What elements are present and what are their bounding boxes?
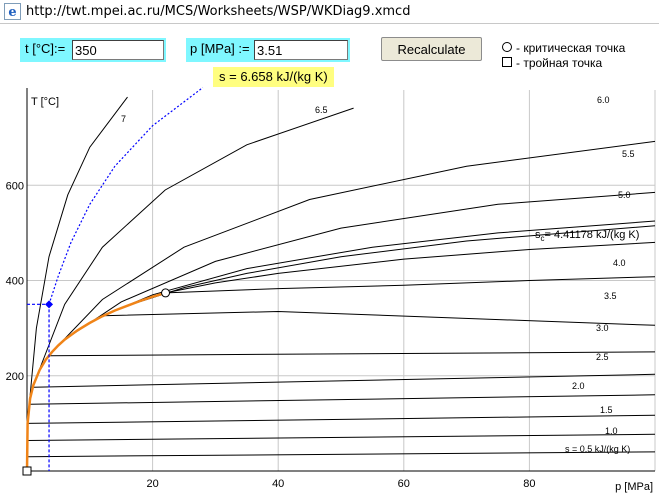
x-tick-label: 60 (398, 478, 410, 490)
isentrope-line (67, 191, 656, 339)
isentrope-line (33, 373, 656, 388)
isentrope-line (165, 241, 656, 294)
y-axis-label: T [°C] (31, 96, 59, 108)
state-point-marker (45, 300, 54, 309)
x-tick-label: 20 (146, 478, 158, 490)
x-axis-label: p [MPa] (615, 481, 653, 493)
isentrope-line (48, 351, 656, 357)
isentrope-label: 2.5 (596, 352, 609, 362)
y-tick-label: 400 (6, 276, 24, 288)
y-tick-label: 600 (6, 180, 24, 192)
isentrope-label: 1.0 (605, 426, 618, 436)
legend-critical-label: - критическая точка (516, 41, 626, 55)
y-tick-label: 200 (6, 371, 24, 383)
state-isentrope-line (48, 87, 204, 305)
isentrope-label: 2.0 (572, 381, 585, 391)
square-marker-icon (502, 57, 512, 67)
isentrope-line (26, 451, 656, 458)
triple-point-marker (22, 466, 32, 476)
isentrope-label: 6.5 (315, 105, 328, 115)
isentrope-line (51, 140, 656, 353)
temperature-input[interactable] (72, 40, 164, 60)
x-tick-label: 40 (272, 478, 284, 490)
circle-marker-icon (502, 42, 512, 52)
isentrope-line (102, 310, 656, 326)
isentrope-label: 1.5 (600, 405, 613, 415)
isentrope-label: 6.0 (597, 95, 610, 105)
pressure-input[interactable] (254, 40, 348, 60)
isentrope-label: 7 (121, 114, 126, 124)
isentrope-line (26, 414, 656, 424)
legend-critical-point: - критическая точка (502, 41, 625, 55)
pressure-input-group: p [MPa] := (186, 38, 350, 62)
isentrope-label: 4.0 (613, 258, 626, 268)
page-url[interactable]: http://twt.mpei.ac.ru/MCS/Worksheets/WSP… (26, 4, 411, 19)
entropy-result: s = 6.658 kJ/(kg K) (213, 67, 334, 87)
saturation-curve (25, 291, 166, 472)
recalculate-button[interactable]: Recalculate (381, 37, 482, 61)
isentrope-line (30, 394, 656, 405)
svg-text:e: e (8, 5, 16, 20)
temperature-label: t [°C]:= (25, 41, 66, 56)
isentrope-line (127, 225, 656, 307)
temperature-input-group: t [°C]:= (20, 38, 166, 62)
isentrope-line (34, 107, 354, 381)
isentrope-label: 3.5 (604, 291, 617, 301)
isentrope-label: 5.5 (622, 149, 635, 159)
critical-entropy-label: sc= 4.41178 kJ/(kg K) (535, 229, 639, 243)
legend-triple-label: - тройная точка (516, 56, 603, 70)
critical-point-marker (161, 288, 171, 298)
isentrope-line (165, 276, 656, 294)
internet-explorer-icon: e (4, 3, 21, 20)
isentrope-line (29, 96, 128, 402)
isentrope-label: 3.0 (596, 323, 609, 333)
isentrope-label: s = 0.5 kJ/(kg K) (565, 444, 630, 454)
address-bar: e http://twt.mpei.ac.ru/MCS/Worksheets/W… (0, 0, 659, 24)
x-tick-label: 80 (523, 478, 535, 490)
isentrope-line (26, 433, 656, 441)
legend-triple-point: - тройная точка (502, 56, 602, 70)
pressure-label: p [MPa] := (190, 41, 250, 56)
